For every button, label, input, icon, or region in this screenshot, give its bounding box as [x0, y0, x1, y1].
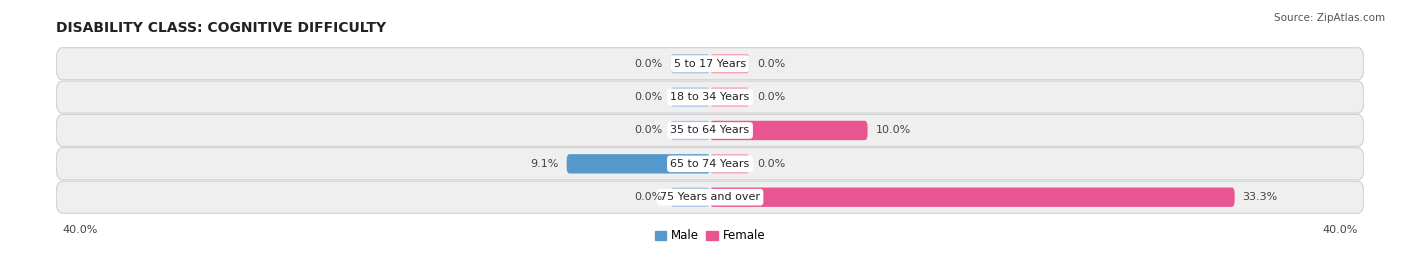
FancyBboxPatch shape [56, 148, 1364, 180]
Text: 0.0%: 0.0% [634, 59, 662, 69]
FancyBboxPatch shape [56, 181, 1364, 213]
Text: 0.0%: 0.0% [634, 192, 662, 202]
Text: 65 to 74 Years: 65 to 74 Years [671, 159, 749, 169]
Text: 75 Years and over: 75 Years and over [659, 192, 761, 202]
Text: 0.0%: 0.0% [634, 92, 662, 102]
Text: 9.1%: 9.1% [530, 159, 558, 169]
FancyBboxPatch shape [56, 48, 1364, 80]
Text: 5 to 17 Years: 5 to 17 Years [673, 59, 747, 69]
Text: DISABILITY CLASS: COGNITIVE DIFFICULTY: DISABILITY CLASS: COGNITIVE DIFFICULTY [56, 21, 387, 35]
Text: 18 to 34 Years: 18 to 34 Years [671, 92, 749, 102]
FancyBboxPatch shape [56, 114, 1364, 147]
FancyBboxPatch shape [671, 54, 710, 73]
Text: 0.0%: 0.0% [634, 125, 662, 136]
FancyBboxPatch shape [710, 154, 749, 174]
FancyBboxPatch shape [710, 187, 1234, 207]
Text: 0.0%: 0.0% [758, 92, 786, 102]
Legend: Male, Female: Male, Female [650, 225, 770, 247]
Text: 0.0%: 0.0% [758, 159, 786, 169]
Text: 0.0%: 0.0% [758, 59, 786, 69]
FancyBboxPatch shape [710, 121, 868, 140]
Text: 35 to 64 Years: 35 to 64 Years [671, 125, 749, 136]
FancyBboxPatch shape [671, 121, 710, 140]
Text: 10.0%: 10.0% [876, 125, 911, 136]
Text: Source: ZipAtlas.com: Source: ZipAtlas.com [1274, 13, 1385, 23]
FancyBboxPatch shape [710, 87, 749, 107]
FancyBboxPatch shape [56, 81, 1364, 113]
FancyBboxPatch shape [710, 54, 749, 73]
Text: 33.3%: 33.3% [1243, 192, 1278, 202]
FancyBboxPatch shape [567, 154, 710, 174]
FancyBboxPatch shape [671, 87, 710, 107]
FancyBboxPatch shape [671, 187, 710, 207]
